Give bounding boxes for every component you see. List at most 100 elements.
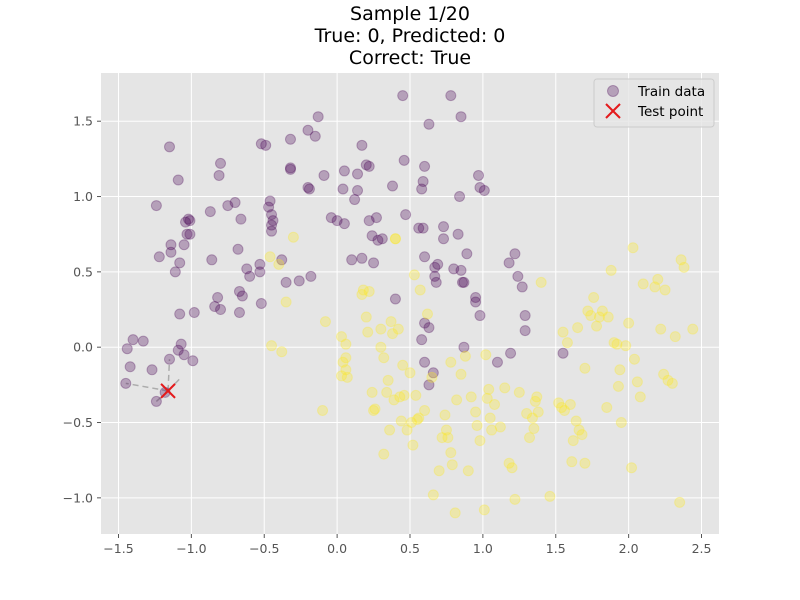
- train-point-class-1: [524, 432, 536, 444]
- train-point-class-0: [181, 228, 193, 240]
- train-point-class-1: [407, 439, 419, 451]
- y-tick-label: −0.5: [63, 415, 93, 430]
- train-point-class-1: [483, 383, 495, 395]
- train-point-class-0: [389, 293, 401, 305]
- train-point-class-1: [582, 305, 594, 317]
- train-point-class-0: [233, 307, 245, 319]
- train-point-class-0: [360, 159, 372, 171]
- train-point-class-1: [384, 424, 396, 436]
- x-tick-label: 2.0: [619, 541, 639, 556]
- train-point-class-0: [473, 169, 485, 181]
- train-point-class-0: [400, 209, 412, 221]
- train-point-class-0: [419, 160, 431, 172]
- train-point-class-1: [465, 391, 477, 403]
- train-point-class-1: [678, 261, 690, 273]
- train-point-class-0: [222, 200, 234, 212]
- train-point-class-0: [366, 230, 378, 242]
- train-point-class-0: [455, 111, 467, 123]
- train-point-class-1: [478, 504, 490, 516]
- y-tick-label: 1.0: [73, 189, 93, 204]
- train-point-class-1: [601, 401, 613, 413]
- train-point-class-1: [375, 323, 387, 335]
- train-point-class-1: [513, 386, 525, 398]
- test-point-marker: [160, 383, 176, 399]
- train-point-class-1: [626, 462, 638, 474]
- train-point-class-0: [470, 291, 482, 303]
- train-point-class-1: [335, 370, 347, 382]
- train-point-class-0: [260, 139, 272, 151]
- train-point-class-1: [608, 337, 620, 349]
- train-point-class-1: [480, 349, 492, 361]
- train-point-class-1: [439, 409, 451, 421]
- x-tick-label: 1.0: [473, 541, 493, 556]
- train-point-class-1: [623, 317, 635, 329]
- train-point-class-0: [121, 343, 133, 355]
- train-point-class-0: [229, 197, 241, 209]
- neighbor-line: [125, 382, 169, 392]
- train-point-class-1: [588, 291, 600, 303]
- legend-box: [593, 78, 715, 128]
- train-point-class-0: [349, 194, 361, 206]
- train-point-class-1: [449, 507, 461, 519]
- train-point-class-0: [165, 239, 177, 251]
- train-point-class-0: [266, 219, 278, 231]
- train-point-class-1: [579, 457, 591, 469]
- train-point-class-1: [553, 397, 565, 409]
- train-point-class-0: [417, 222, 429, 234]
- train-point-class-1: [579, 362, 591, 374]
- x-tick-label: −0.5: [249, 541, 279, 556]
- train-point-class-0: [458, 341, 470, 353]
- train-point-class-0: [557, 347, 569, 359]
- train-point-class-0: [491, 356, 503, 368]
- train-point-class-1: [335, 331, 347, 343]
- train-point-class-1: [509, 493, 521, 505]
- train-point-class-0: [318, 169, 330, 181]
- train-point-class-1: [442, 432, 454, 444]
- train-point-class-1: [544, 490, 556, 502]
- train-point-class-0: [417, 175, 429, 187]
- train-point-class-1: [556, 401, 568, 413]
- train-point-class-1: [585, 310, 597, 322]
- train-point-class-0: [423, 379, 435, 391]
- train-point-class-1: [605, 264, 617, 276]
- train-point-class-1: [340, 338, 352, 350]
- train-point-class-0: [127, 334, 139, 346]
- train-point-class-1: [405, 417, 417, 429]
- train-point-class-1: [631, 376, 643, 388]
- train-point-class-1: [474, 435, 486, 447]
- train-point-class-1: [499, 382, 511, 394]
- train-point-class-0: [241, 263, 253, 275]
- train-point-class-0: [363, 160, 375, 172]
- train-point-class-1: [529, 395, 541, 407]
- train-point-class-1: [593, 311, 605, 323]
- train-point-class-1: [340, 352, 352, 364]
- train-point-class-1: [484, 412, 496, 424]
- train-point-class-0: [356, 139, 368, 151]
- train-point-class-0: [519, 310, 531, 322]
- legend-marker-train: [607, 85, 619, 97]
- train-point-class-1: [655, 323, 667, 335]
- train-point-class-1: [471, 420, 483, 432]
- train-point-class-0: [174, 308, 186, 320]
- train-point-class-1: [433, 465, 445, 477]
- train-point-class-1: [397, 359, 409, 371]
- train-point-class-1: [408, 269, 420, 281]
- train-point-class-1: [445, 447, 457, 459]
- train-point-class-1: [410, 389, 422, 401]
- train-point-class-1: [375, 341, 387, 353]
- train-point-class-0: [419, 317, 431, 329]
- train-point-class-0: [429, 261, 441, 273]
- train-point-class-0: [363, 215, 375, 227]
- data-points: [120, 90, 699, 519]
- neighbor-line: [167, 359, 171, 391]
- train-point-class-0: [172, 174, 184, 186]
- y-tick-label: 1.5: [73, 114, 93, 129]
- train-point-class-0: [432, 258, 444, 270]
- train-point-class-1: [280, 296, 292, 308]
- train-point-class-0: [413, 222, 425, 234]
- train-point-class-1: [602, 311, 614, 323]
- legend-marker-test: [605, 103, 621, 119]
- train-point-class-1: [388, 394, 400, 406]
- train-point-class-1: [637, 278, 649, 290]
- train-point-class-1: [414, 284, 426, 296]
